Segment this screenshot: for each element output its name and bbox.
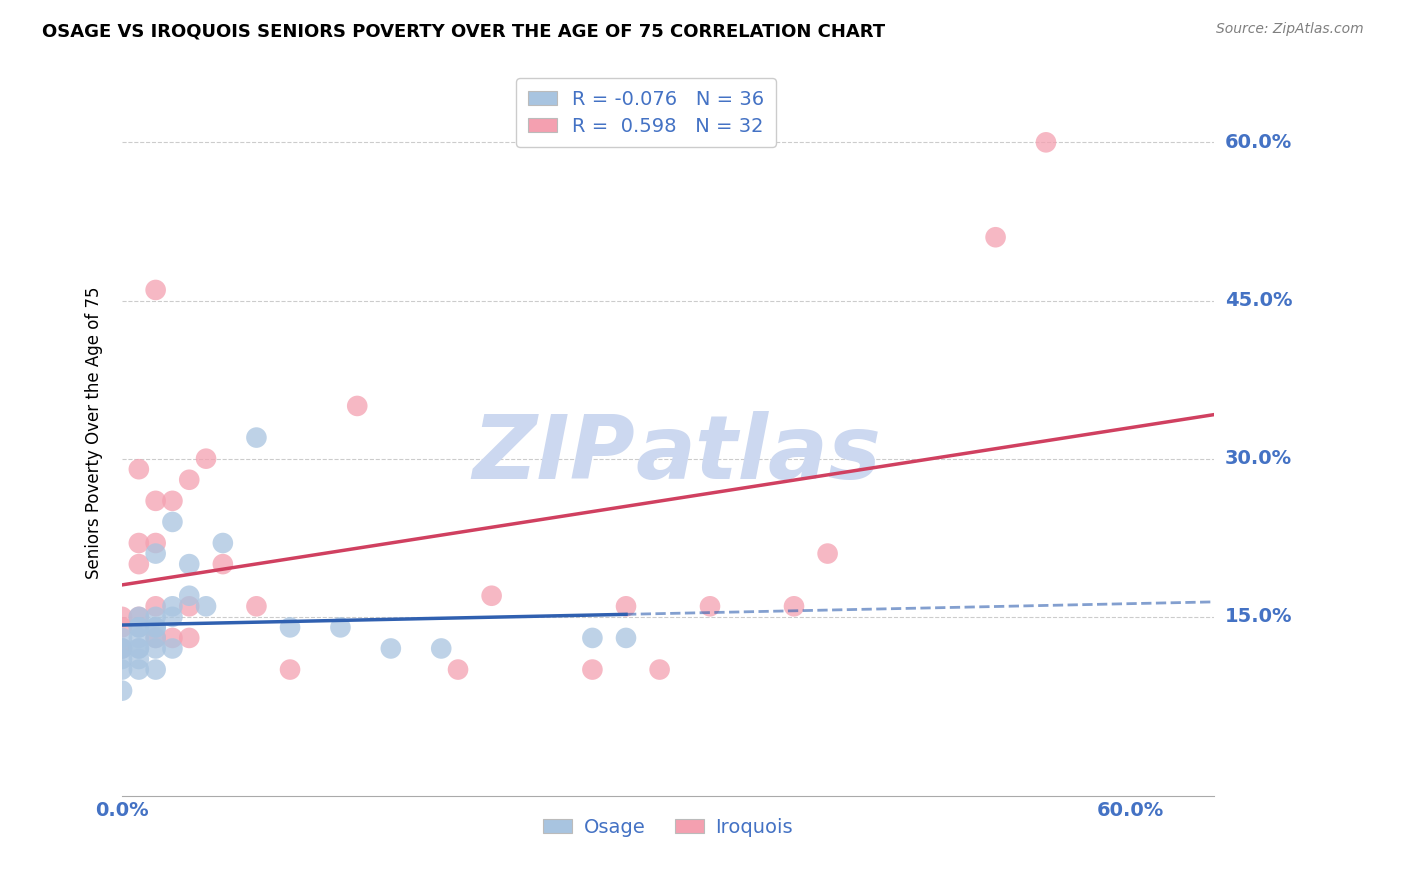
Point [380, 641, 402, 656]
Point [145, 620, 167, 634]
Point [128, 641, 150, 656]
Point [128, 652, 150, 666]
Point [145, 641, 167, 656]
Point [984, 230, 1007, 244]
Point [481, 589, 503, 603]
Point [581, 631, 603, 645]
Point [162, 599, 184, 614]
Point [211, 557, 233, 571]
Point [245, 431, 267, 445]
Point [614, 631, 637, 645]
Point [145, 620, 167, 634]
Point [699, 599, 721, 614]
Point [128, 663, 150, 677]
Point [111, 641, 134, 656]
Point [179, 557, 201, 571]
Point [430, 641, 453, 656]
Point [648, 663, 671, 677]
Point [179, 631, 201, 645]
Point [245, 599, 267, 614]
Point [145, 663, 167, 677]
Point [145, 547, 167, 561]
Point [447, 663, 470, 677]
Point [211, 536, 233, 550]
Point [111, 641, 134, 656]
Point [817, 547, 839, 561]
Point [128, 610, 150, 624]
Text: OSAGE VS IROQUOIS SENIORS POVERTY OVER THE AGE OF 75 CORRELATION CHART: OSAGE VS IROQUOIS SENIORS POVERTY OVER T… [42, 22, 886, 40]
Point [145, 493, 167, 508]
Point [128, 610, 150, 624]
Point [346, 399, 368, 413]
Text: atlas: atlas [636, 410, 882, 498]
Point [581, 663, 603, 677]
Point [111, 631, 134, 645]
Point [614, 599, 637, 614]
Point [278, 663, 301, 677]
Point [145, 283, 167, 297]
Point [145, 610, 167, 624]
Point [145, 536, 167, 550]
Text: 30.0%: 30.0% [1225, 450, 1292, 468]
Point [783, 599, 806, 614]
Point [111, 683, 134, 698]
Point [179, 599, 201, 614]
Text: 45.0%: 45.0% [1225, 291, 1292, 310]
Point [162, 515, 184, 529]
Point [179, 473, 201, 487]
Point [145, 631, 167, 645]
Point [195, 451, 218, 466]
Point [111, 641, 134, 656]
Text: 60.0%: 60.0% [1225, 133, 1292, 152]
Legend: Osage, Iroquois: Osage, Iroquois [536, 810, 801, 845]
Point [128, 536, 150, 550]
Point [128, 620, 150, 634]
Point [145, 599, 167, 614]
Point [128, 641, 150, 656]
Point [128, 620, 150, 634]
Point [128, 557, 150, 571]
Point [145, 631, 167, 645]
Point [1035, 136, 1057, 150]
Point [195, 599, 218, 614]
Point [162, 631, 184, 645]
Point [278, 620, 301, 634]
Text: Source: ZipAtlas.com: Source: ZipAtlas.com [1216, 22, 1364, 37]
Point [162, 641, 184, 656]
Point [111, 620, 134, 634]
Point [179, 589, 201, 603]
Text: 15.0%: 15.0% [1225, 607, 1292, 626]
Point [128, 631, 150, 645]
Text: ZIP: ZIP [472, 410, 636, 498]
Point [111, 663, 134, 677]
Y-axis label: Seniors Poverty Over the Age of 75: Seniors Poverty Over the Age of 75 [86, 286, 103, 579]
Point [162, 610, 184, 624]
Point [111, 610, 134, 624]
Point [329, 620, 352, 634]
Point [162, 493, 184, 508]
Point [111, 652, 134, 666]
Point [128, 462, 150, 476]
